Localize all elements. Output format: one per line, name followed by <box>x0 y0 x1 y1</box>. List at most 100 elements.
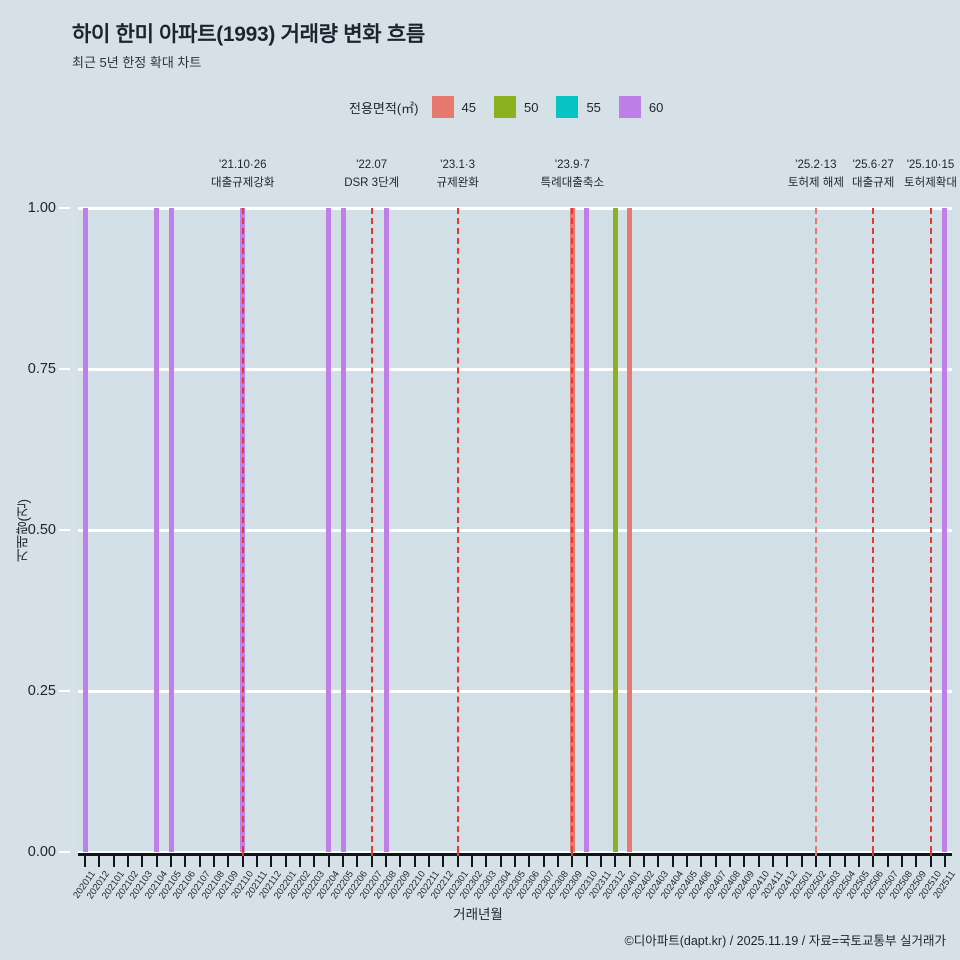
legend-item[interactable]: 60 <box>618 96 664 118</box>
x-axis-tick-mark <box>141 856 144 867</box>
bar[interactable] <box>627 208 633 852</box>
event-label-date: '22.07 <box>356 159 388 171</box>
event-line <box>456 208 459 852</box>
x-axis-line <box>78 853 952 856</box>
y-axis: 0.00 0.25 0.50 0.75 1.00 <box>0 200 78 860</box>
x-axis-tick-mark <box>471 856 474 867</box>
legend-label: 55 <box>586 99 601 115</box>
x-axis-tick-mark <box>84 856 87 867</box>
bar[interactable] <box>168 208 174 852</box>
x-axis-tick-mark <box>356 856 359 867</box>
x-axis-tick-mark <box>685 856 688 867</box>
x-axis-tick-mark <box>227 856 230 867</box>
x-axis-tick-mark <box>943 856 946 867</box>
x-axis-tick-mark <box>542 856 545 867</box>
event-line <box>872 208 875 852</box>
legend-swatch-icon <box>493 96 516 118</box>
page-title: 하이 한미 아파트(1993) 거래량 변화 흐름 <box>72 23 425 46</box>
x-axis-tick-mark <box>671 856 674 867</box>
y-axis-tick-label: 0.50 <box>27 522 56 538</box>
x-axis-title-text: 거래년월 <box>453 907 503 922</box>
gridline <box>78 367 952 371</box>
legend-item[interactable]: 50 <box>493 96 538 118</box>
bar[interactable] <box>154 208 160 852</box>
bar[interactable] <box>584 208 590 852</box>
legend-item[interactable]: 45 <box>431 96 476 118</box>
x-axis-tick-mark <box>915 856 918 867</box>
x-axis-tick-mark <box>127 856 130 867</box>
event-label-date: '21.10·26 <box>218 159 267 171</box>
x-axis-tick-mark <box>385 856 388 867</box>
x-axis-tick-mark <box>800 856 803 867</box>
x-axis-tick-mark <box>743 856 746 867</box>
y-axis-tick-mark <box>59 207 70 209</box>
x-axis-tick-mark <box>241 856 244 867</box>
legend-label: 45 <box>461 99 476 115</box>
plot-area <box>78 206 952 854</box>
x-axis-tick-mark <box>829 856 832 867</box>
x-axis-tick-mark <box>929 856 932 867</box>
x-axis-tick-mark <box>442 856 445 867</box>
x-axis-tick-mark <box>299 856 302 867</box>
x-axis-tick-mark <box>98 856 101 867</box>
y-axis-tick-mark <box>59 368 70 370</box>
x-axis-tick-mark <box>843 856 846 867</box>
event-line <box>929 208 932 852</box>
x-axis-tick-mark <box>284 856 287 867</box>
event-label: '22.07 DSR 3단계 <box>344 157 399 193</box>
x-axis-tick-mark <box>184 856 187 867</box>
bar[interactable] <box>612 208 618 852</box>
y-axis-tick-label: 1.00 <box>27 200 56 216</box>
event-label-date: '25.6·27 <box>852 159 894 171</box>
gridline <box>78 206 952 210</box>
x-axis-tick-mark <box>585 856 588 867</box>
event-label-text: 대출규제강화 <box>211 176 275 189</box>
event-label: '23.1·3 규제완화 <box>437 157 479 193</box>
x-axis-tick-mark <box>657 856 660 867</box>
event-line <box>571 208 574 852</box>
event-label-date: '25.2·13 <box>795 159 837 171</box>
x-axis-tick-mark <box>614 856 617 867</box>
x-axis-tick-mark <box>270 856 273 867</box>
event-label-text: 규제완화 <box>436 176 479 189</box>
x-axis-tick-mark <box>456 856 459 867</box>
bar[interactable] <box>326 208 332 852</box>
bar[interactable] <box>383 208 389 852</box>
legend-label: 60 <box>648 99 664 115</box>
event-label-date: '23.9·7 <box>554 159 590 171</box>
event-label-text: DSR 3단계 <box>344 176 400 189</box>
x-axis-tick-mark <box>342 856 345 867</box>
x-axis-tick-mark <box>514 856 516 867</box>
x-axis-tick-mark <box>886 856 889 867</box>
x-axis-tick-mark <box>642 856 645 867</box>
x-axis-tick-mark <box>256 856 259 867</box>
x-axis-tick-mark <box>571 856 574 867</box>
event-label-text: 대출규제 <box>852 176 895 189</box>
event-label: '23.9·7 특례대출축소 <box>541 157 604 193</box>
x-axis-tick-mark <box>599 856 602 867</box>
x-axis-tick-mark <box>872 856 875 867</box>
event-label-text: 토허제 해제 <box>787 176 844 189</box>
x-axis-tick-mark <box>499 856 502 867</box>
gridline <box>78 850 952 854</box>
footer-credit: ©디아파트(dapt.kr) / 2025.11.19 / 자료=국토교통부 실… <box>624 934 947 948</box>
gridline <box>78 689 952 693</box>
x-axis-tick-mark <box>155 856 158 867</box>
x-axis-tick-mark <box>528 856 531 867</box>
x-axis-tick-mark <box>771 856 774 867</box>
bar[interactable] <box>82 208 88 852</box>
x-axis-tick-mark <box>399 856 402 867</box>
x-axis-tick-mark <box>786 856 789 867</box>
y-axis-tick-mark <box>59 851 70 853</box>
x-axis-tick-mark <box>628 856 631 867</box>
event-label-date: '25.10·15 <box>906 159 955 171</box>
y-axis-tick-mark <box>59 690 70 692</box>
legend-item[interactable]: 55 <box>556 96 601 118</box>
legend-swatch-icon <box>431 96 454 118</box>
x-axis-tick-mark <box>728 856 731 867</box>
x-axis-tick-mark <box>700 856 703 867</box>
y-axis-tick-mark <box>59 529 70 531</box>
bar[interactable] <box>942 208 948 852</box>
bar[interactable] <box>340 208 346 852</box>
